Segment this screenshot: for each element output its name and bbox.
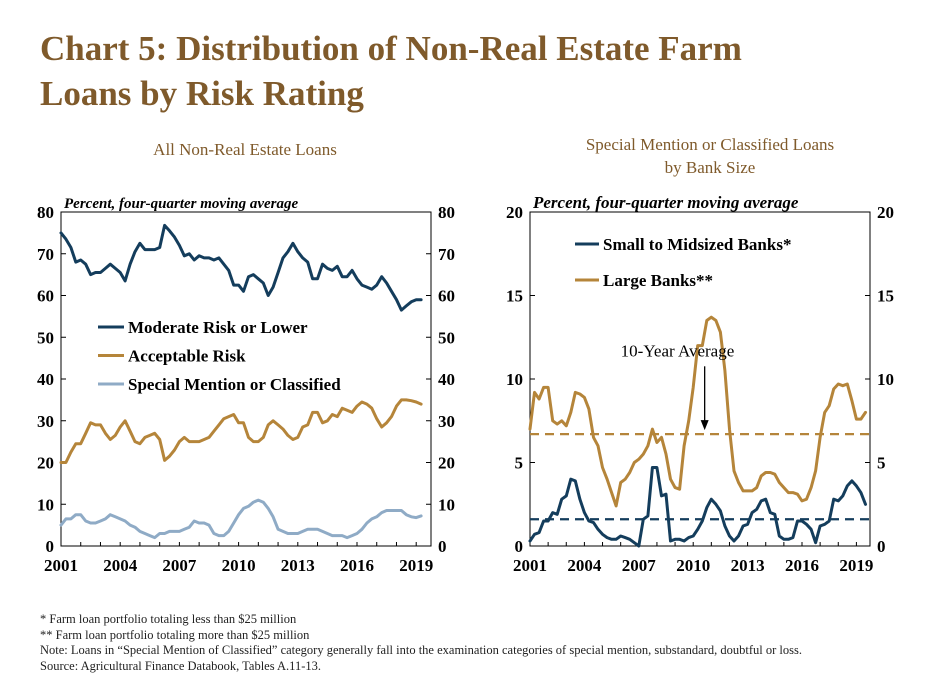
right-ytick-label-right: 10 [877, 370, 894, 389]
left-ytick-label-right: 70 [438, 245, 455, 264]
right-ytick-label-left: 0 [515, 537, 524, 556]
left-ytick-label-left: 10 [37, 495, 54, 514]
left-ytick-label-right: 80 [438, 203, 455, 222]
left-ylabel: Percent, four-quarter moving average [64, 196, 298, 212]
left-xtick-label: 2013 [281, 556, 315, 575]
left-ytick-label-right: 10 [438, 495, 455, 514]
right-xtick-label: 2001 [513, 556, 547, 575]
left-ytick-label-left: 20 [37, 454, 54, 473]
left-ytick-label-right: 40 [438, 370, 455, 389]
footnotes: * Farm loan portfolio totaling less than… [40, 612, 920, 674]
right-ytick-label-right: 15 [877, 287, 894, 306]
left-ytick-label-right: 20 [438, 454, 455, 473]
left-ytick-label-left: 50 [37, 328, 54, 347]
left-ytick-label-left: 60 [37, 287, 54, 306]
left-ytick-label-right: 0 [438, 537, 447, 556]
right-ytick-label-left: 10 [506, 370, 523, 389]
chart-title-line-1: Chart 5: Distribution of Non-Real Estate… [40, 29, 742, 68]
left-series-line-2 [59, 498, 423, 540]
right-ytick-label-right: 0 [877, 537, 886, 556]
footnote-note: Note: Loans in “Special Mention of Class… [40, 643, 802, 658]
footnote-large-banks: ** Farm loan portfolio totaling more tha… [40, 627, 310, 642]
left-ytick-label-left: 40 [37, 370, 54, 389]
left-legend-label-2: Special Mention or Classified [128, 375, 341, 394]
right-plot-frame [529, 211, 871, 547]
right-ytick-label-left: 15 [506, 287, 523, 306]
right-xtick-label: 2013 [731, 556, 765, 575]
right-series-line-1 [528, 315, 867, 508]
left-ytick-label-left: 0 [46, 537, 55, 556]
left-ytick-label-right: 30 [438, 412, 455, 431]
left-ytick-label-right: 50 [438, 328, 455, 347]
right-xtick-label: 2010 [676, 556, 710, 575]
right-ylabel: Percent, four-quarter moving average [532, 193, 799, 212]
right-panel-title: Special Mention or Classified Loans by B… [520, 133, 900, 179]
right-ytick-label-left: 5 [515, 454, 524, 473]
footnote-small-banks: * Farm loan portfolio totaling less than… [40, 612, 297, 626]
right-annotation-arrowhead [700, 420, 709, 431]
right-xtick-label: 2016 [785, 556, 819, 575]
left-xtick-label: 2007 [162, 556, 197, 575]
chart-title: Chart 5: Distribution of Non-Real Estate… [40, 26, 900, 116]
right-ytick-label-right: 20 [877, 203, 894, 222]
left-ytick-label-right: 60 [438, 287, 455, 306]
left-xtick-label: 2001 [44, 556, 78, 575]
right-ytick-label-left: 20 [506, 203, 523, 222]
footnote-source: Source: Agricultural Finance Databook, T… [40, 658, 322, 673]
left-ytick-label-left: 70 [37, 245, 54, 264]
chart-title-line-2: Loans by Risk Rating [40, 74, 364, 113]
left-xtick-label: 2019 [399, 556, 433, 575]
left-series-line-0 [59, 223, 423, 312]
right-series-line-0 [528, 466, 867, 548]
left-xtick-label: 2004 [103, 556, 138, 575]
right-legend-label-1: Large Banks** [603, 271, 713, 290]
left-legend-label-1: Acceptable Risk [128, 347, 246, 366]
right-xtick-label: 2004 [567, 556, 602, 575]
right-panel-title-line-1: Special Mention or Classified Loans [585, 135, 835, 154]
right-xtick-label: 2007 [622, 556, 657, 575]
left-xtick-label: 2010 [222, 556, 256, 575]
left-ytick-label-left: 80 [37, 203, 54, 222]
left-series-line-1 [59, 398, 423, 464]
right-ytick-label-right: 5 [877, 454, 886, 473]
left-xtick-label: 2016 [340, 556, 374, 575]
left-legend-label-0: Moderate Risk or Lower [128, 318, 308, 337]
right-legend-label-0: Small to Midsized Banks* [603, 235, 791, 254]
right-xtick-label: 2019 [839, 556, 873, 575]
right-annotation-label: 10-Year Average [621, 341, 735, 360]
right-panel-title-line-2: by Bank Size [664, 158, 756, 177]
left-panel-title: All Non-Real Estate Loans [153, 140, 337, 159]
left-ytick-label-left: 30 [37, 412, 54, 431]
